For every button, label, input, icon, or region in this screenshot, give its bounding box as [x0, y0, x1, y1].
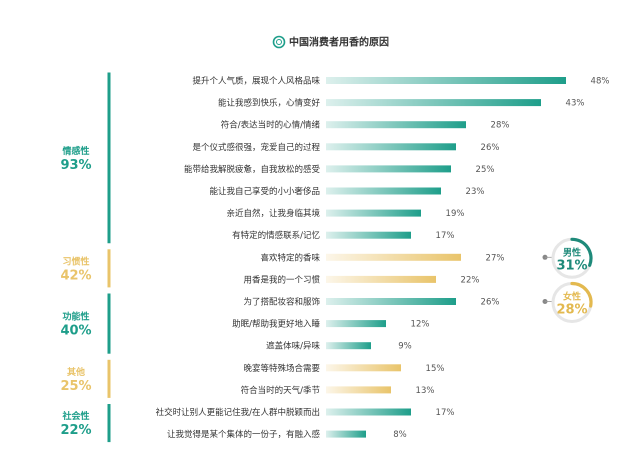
bar-value-label: 22% — [461, 275, 480, 285]
callout-name-label: 女性 — [563, 291, 581, 303]
bar — [326, 320, 386, 328]
group-name-label: 其他 — [67, 366, 85, 378]
bar — [326, 386, 391, 394]
group-pct-label: 22% — [60, 423, 91, 438]
bar-category-label: 晚宴等特殊场合需要 — [243, 363, 320, 374]
bar-category-label: 让我觉得是某个集体的一份子，有融入感 — [167, 429, 321, 440]
group-name-label: 习惯性 — [62, 255, 89, 267]
bar-category-label: 提升个人气质，展现个人风格品味 — [192, 76, 320, 87]
callout-pct-label: 28% — [556, 303, 587, 318]
bar-value-label: 43% — [566, 99, 585, 109]
bar-value-label: 8% — [393, 430, 407, 440]
chart-title-text: 中国消费者用香的原因 — [289, 36, 389, 49]
bar-value-label: 26% — [481, 298, 500, 308]
bar-value-label: 15% — [426, 364, 445, 374]
bar-category-label: 为了搭配妆容和服饰 — [243, 297, 320, 308]
bar-category-label: 喜欢特定的香味 — [260, 252, 320, 263]
bar — [326, 253, 461, 261]
callout-pct-label: 31% — [556, 258, 587, 273]
group-pct-label: 25% — [60, 379, 91, 394]
bar-category-label: 符合当时的天气/季节 — [241, 385, 321, 396]
bar — [326, 342, 371, 350]
bar-value-label: 28% — [491, 121, 510, 131]
bar — [326, 187, 441, 195]
bar — [326, 275, 436, 283]
bar — [326, 121, 466, 129]
bar-category-label: 遮盖体味/异味 — [266, 341, 320, 352]
bar — [326, 77, 566, 84]
title-ring-inner-icon — [276, 39, 282, 45]
bar-category-label: 社交时让别人更能记住我/在人群中脱颖而出 — [156, 407, 320, 418]
bar — [326, 209, 421, 217]
bar-value-label: 17% — [436, 231, 455, 241]
bar-value-label: 48% — [591, 77, 610, 87]
bar-category-label: 亲近自然，让我身临其境 — [226, 208, 320, 219]
group-name-label: 社会性 — [61, 410, 89, 422]
bar-value-label: 25% — [476, 165, 495, 175]
bar — [326, 408, 411, 416]
group-name-label: 功能性 — [62, 311, 89, 323]
bar-value-label: 26% — [481, 143, 500, 153]
callout-ring-progress — [570, 281, 593, 308]
callout-name-label: 男性 — [563, 246, 581, 258]
bar-category-label: 能带给我解脱疲惫，自我放松的感受 — [184, 164, 321, 175]
bar-category-label: 能让我感到快乐，心情变好 — [218, 98, 321, 109]
bar-value-label: 12% — [411, 320, 430, 330]
bar — [326, 231, 411, 239]
group-pct-label: 42% — [60, 268, 91, 283]
bar — [326, 143, 456, 151]
bar-category-label: 能让我自己享受的小小奢侈品 — [209, 186, 320, 197]
bar-category-label: 助眠/帮助我更好地入睡 — [232, 319, 320, 330]
title-ring-icon — [272, 35, 286, 49]
bar-category-label: 是个仪式感很强，宠爱自己的过程 — [192, 142, 320, 153]
bar-category-label: 符合/表达当时的心情/情绪 — [221, 120, 321, 131]
chart-title: 中国消费者用香的原因 — [272, 35, 389, 49]
group-pct-label: 93% — [60, 158, 91, 173]
bar — [326, 165, 451, 173]
bar — [326, 298, 456, 305]
bar — [326, 430, 366, 438]
bars-layer: 提升个人气质，展现个人风格品味 48% 能让我感到快乐，心情变好 43% 符合/表达当时… — [156, 76, 610, 441]
bar-value-label: 19% — [446, 209, 465, 219]
group-name-label: 情感性 — [61, 145, 89, 157]
bar-value-label: 9% — [398, 342, 412, 352]
group-pct-label: 40% — [60, 324, 91, 339]
bar-category-label: 用香是我的一个习惯 — [243, 274, 320, 285]
bar — [326, 99, 541, 107]
bar — [326, 364, 401, 372]
bar-value-label: 27% — [486, 253, 505, 263]
bar-value-label: 13% — [416, 386, 435, 396]
bar-category-label: 有特定的情感联系/记忆 — [232, 230, 320, 241]
bar-value-label: 17% — [436, 408, 455, 418]
bar-value-label: 23% — [466, 187, 485, 197]
callout-ring-progress — [570, 237, 593, 267]
